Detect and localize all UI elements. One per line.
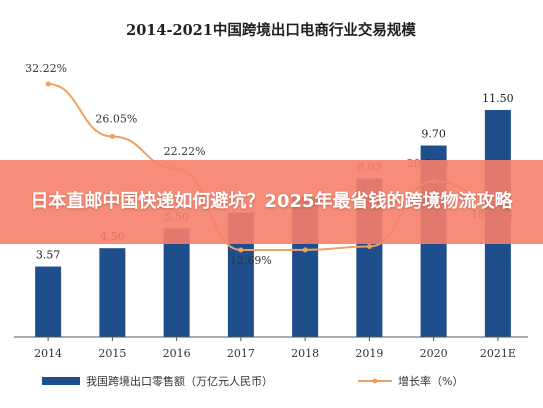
- x-tick-label-2017: 2017: [227, 347, 255, 360]
- bar-value-label-2014: 3.57: [36, 249, 61, 262]
- x-tick-label-2021E: 2021E: [480, 347, 516, 360]
- growth-rate-point-2015: [109, 133, 115, 139]
- x-tick-label-2016: 2016: [163, 347, 191, 360]
- growth-rate-label-2017: 12.69%: [230, 254, 272, 267]
- x-tick-label-2020: 2020: [420, 347, 448, 360]
- legend: 我国跨境出口零售额（万亿元人民币） 增长率（%）: [42, 374, 463, 388]
- bar-2014: [35, 266, 62, 337]
- x-tick-label-2019: 2019: [355, 347, 383, 360]
- growth-rate-point-2018: [302, 247, 308, 253]
- x-tick-label-2018: 2018: [291, 347, 319, 360]
- bar-2016: [163, 228, 190, 337]
- chart-title: 2014-2021中国跨境出口电商行业交易规模: [126, 21, 416, 39]
- growth-rate-label-2015: 26.05%: [95, 112, 137, 125]
- bar-value-label-2020: 9.70: [421, 128, 446, 141]
- growth-rate-label-2016: 22.22%: [164, 145, 206, 158]
- x-axis-ticks: 2014 2015 2016 2017 2018 2019 2020 2021E: [34, 337, 516, 360]
- legend-bar-swatch: [42, 377, 80, 385]
- legend-line-marker: [372, 378, 378, 384]
- growth-rate-point-2017: [238, 247, 244, 253]
- overlay-banner[interactable]: 日本直邮中国快递如何避坑？2025年最省钱的跨境物流攻略: [0, 160, 543, 244]
- x-tick-label-2014: 2014: [34, 347, 62, 360]
- growth-rate-point-2019: [366, 244, 372, 250]
- growth-rate-point-2014: [45, 81, 51, 87]
- legend-bar-label: 我国跨境出口零售额（万亿元人民币）: [86, 374, 273, 388]
- banner-headline: 日本直邮中国快递如何避坑？2025年最省钱的跨境物流攻略: [30, 191, 513, 212]
- growth-rate-label-2014: 32.22%: [25, 62, 67, 75]
- bar-value-label-2021E: 11.50: [482, 92, 514, 105]
- bar-2015: [99, 248, 126, 337]
- x-tick-label-2015: 2015: [98, 347, 126, 360]
- legend-line-label: 增长率（%）: [398, 374, 463, 388]
